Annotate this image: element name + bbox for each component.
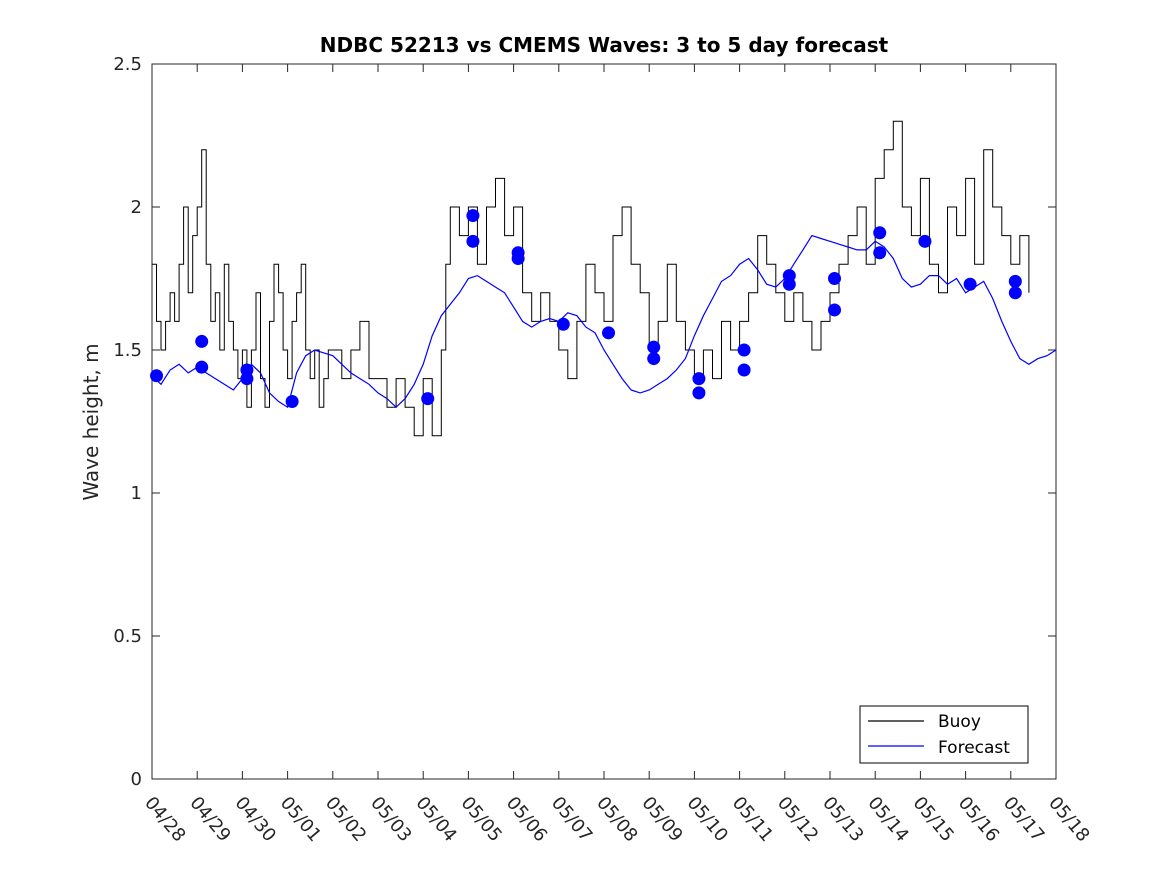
legend-buoy-label: Buoy <box>938 712 981 732</box>
y-axis-label: Wave height, m <box>79 343 103 500</box>
buoy-series <box>152 120 1030 437</box>
forecast-marker <box>692 372 706 386</box>
legend-forecast-label: Forecast <box>938 738 1010 758</box>
plot-area-frame <box>151 63 1057 780</box>
legend: Buoy Forecast <box>859 705 1029 764</box>
legend-box <box>859 705 1029 764</box>
x-tick-label: 04/30 <box>231 793 280 846</box>
forecast-marker <box>828 303 842 317</box>
forecast-marker <box>963 277 977 291</box>
forecast-marker <box>466 234 480 248</box>
x-tick-label: 05/08 <box>592 793 641 846</box>
forecast-marker <box>240 372 254 386</box>
y-tick-label: 2 <box>131 197 142 218</box>
buoy-line <box>152 120 1030 437</box>
forecast-line <box>151 234 1057 409</box>
x-tick-label: 05/05 <box>457 793 506 846</box>
x-tick-label: 05/06 <box>502 793 551 846</box>
forecast-marker <box>647 340 661 354</box>
x-tick-label: 05/02 <box>321 793 370 846</box>
forecast-marker <box>647 352 661 366</box>
forecast-marker <box>195 334 209 348</box>
y-tick-label: 0.5 <box>113 626 142 647</box>
x-tick-label: 05/11 <box>728 793 777 846</box>
forecast-marker <box>285 394 299 408</box>
x-tick-label: 04/29 <box>185 793 234 846</box>
forecast-marker <box>421 392 435 406</box>
x-tick-label: 05/07 <box>547 793 596 846</box>
forecast-marker <box>873 246 887 260</box>
forecast-marker <box>873 226 887 240</box>
x-tick-label: 05/12 <box>773 793 822 846</box>
forecast-marker <box>556 317 570 331</box>
forecast-marker <box>602 326 616 340</box>
x-tick-label: 05/09 <box>637 793 686 846</box>
forecast-marker <box>195 360 209 374</box>
x-tick-label: 04/28 <box>140 793 189 846</box>
x-tick-label: 05/15 <box>909 793 958 846</box>
x-tick-label: 05/16 <box>954 793 1003 846</box>
forecast-marker <box>1008 286 1022 300</box>
forecast-marker <box>1008 274 1022 288</box>
x-tick-label: 05/03 <box>366 793 415 846</box>
forecast-marker <box>466 209 480 223</box>
forecast-series <box>151 234 1057 409</box>
y-tick-label: 1.5 <box>113 340 142 361</box>
x-tick-label: 05/18 <box>1044 793 1093 846</box>
x-tick-label: 05/13 <box>818 793 867 846</box>
x-tick-label: 05/14 <box>863 793 912 846</box>
x-tick-label: 05/04 <box>411 793 460 846</box>
forecast-marker <box>150 369 164 383</box>
y-tick-label: 0 <box>131 769 142 790</box>
forecast-marker <box>737 363 751 377</box>
forecast-markers <box>150 209 1022 408</box>
forecast-marker <box>782 277 796 291</box>
forecast-marker <box>692 386 706 400</box>
chart-title: NDBC 52213 vs CMEMS Waves: 3 to 5 day fo… <box>320 33 889 57</box>
x-tick-label: 05/17 <box>999 793 1048 846</box>
x-tick-label: 05/10 <box>683 793 732 846</box>
y-tick-label: 2.5 <box>113 54 142 75</box>
y-tick-label: 1 <box>131 483 142 504</box>
forecast-marker <box>828 272 842 285</box>
forecast-marker <box>737 343 751 357</box>
forecast-marker <box>918 234 932 248</box>
forecast-marker <box>511 251 525 265</box>
x-tick-label: 05/01 <box>276 793 325 846</box>
